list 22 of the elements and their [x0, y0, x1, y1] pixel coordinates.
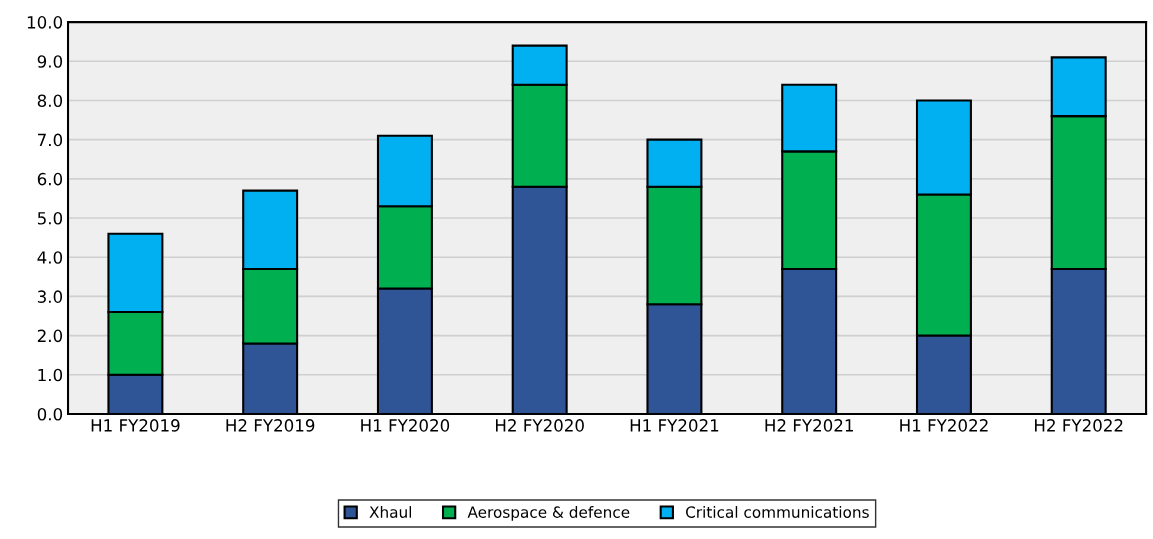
y-tick-label: 5.0 — [37, 211, 63, 225]
y-tick-label: 6.0 — [37, 172, 63, 186]
x-tick-label: H1 FY2019 — [91, 419, 180, 432]
y-tick-label: 10.0 — [27, 16, 63, 29]
x-tick-label: H2 FY2022 — [1035, 419, 1123, 432]
y-tick-label: 3.0 — [37, 290, 63, 303]
y-tick-label: 1.0 — [38, 368, 63, 382]
y-tick-label: 9.0 — [37, 55, 63, 68]
y-tick-label: 2.0 — [37, 329, 63, 343]
x-tick-label: H2 FY2021 — [765, 419, 853, 432]
y-tick-label: 4.0 — [37, 251, 63, 264]
y-tick-label: 8.0 — [37, 94, 63, 108]
x-tick-label: H2 FY2019 — [226, 419, 315, 432]
y-tick-label: 7.0 — [38, 133, 63, 147]
x-tick-label: H1 FY2020 — [361, 419, 450, 432]
legend-label: Aerospace & defence — [467, 506, 630, 521]
x-tick-label: H1 FY2022 — [900, 419, 988, 432]
y-tick-label: 0.0 — [37, 407, 63, 421]
legend-label: Xhaul — [369, 506, 412, 518]
legend-label: Critical communications — [685, 506, 869, 518]
x-tick-label: H2 FY2020 — [496, 419, 584, 432]
x-tick-label: H1 FY2021 — [630, 419, 719, 432]
